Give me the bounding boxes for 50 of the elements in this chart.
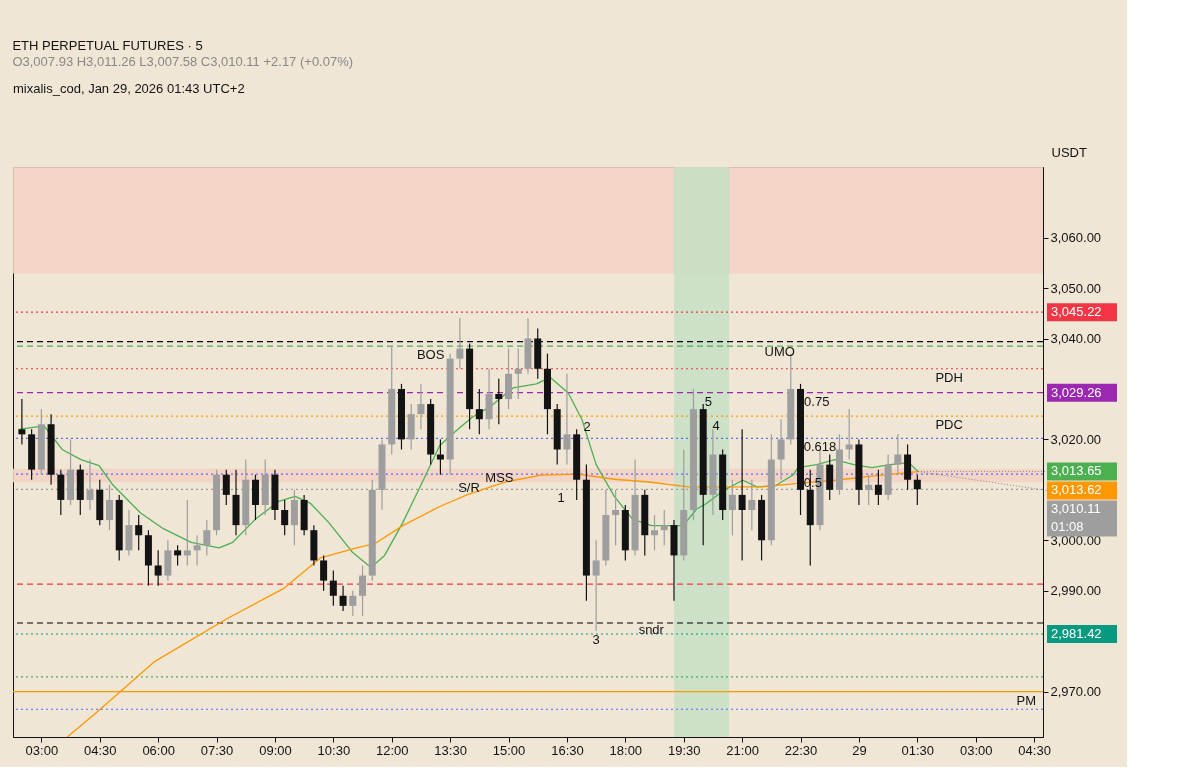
x-tick-label: 19:30	[667, 742, 701, 758]
annotation: PM	[1016, 692, 1037, 708]
annotation: MSS	[485, 469, 514, 485]
ref-line-label: 3,045.22	[1051, 304, 1102, 320]
y-tick-label: 3,040.00	[1050, 331, 1102, 346]
x-tick-label: 12:00	[375, 742, 409, 758]
ref-line-label: 2,981.42	[1051, 626, 1102, 641]
annotation: 0.618	[803, 439, 837, 455]
annotation: 5	[704, 393, 712, 409]
annotation: sndr	[638, 621, 665, 637]
annotation: 3,013.65	[1051, 463, 1102, 479]
y-tick-label: 2,970.00	[1050, 684, 1102, 700]
x-tick-label: 29	[852, 742, 867, 758]
x-tick-label: 06:00	[142, 742, 175, 758]
y-tick-label: 3,020.00	[1050, 431, 1102, 447]
x-tick-label: 04:30	[1018, 742, 1051, 758]
annotation: 3,013.62	[1051, 482, 1102, 498]
annotation: BOS	[416, 347, 445, 363]
x-tick-label: 03:00	[959, 742, 993, 758]
x-tick-label: 22:30	[784, 742, 818, 758]
annotation: 3	[592, 632, 600, 648]
text: mixalis_cod, Jan 29, 2026 01:43 UTC+2	[13, 81, 245, 96]
annotation: PDC	[935, 417, 963, 433]
x-tick-label: 21:00	[726, 742, 759, 758]
x-tick-label: 07:30	[200, 742, 234, 758]
x-tick-label: 18:00	[609, 742, 643, 758]
y-axis-title: USDT	[1051, 144, 1087, 160]
x-tick-label: 13:30	[434, 742, 467, 758]
x-tick-label: 10:30	[317, 742, 351, 758]
y-tick-label: 3,050.00	[1050, 280, 1102, 296]
y-tick-label: 3,000.00	[1050, 532, 1102, 548]
x-tick-label: 03:00	[25, 742, 59, 758]
annotation: UMO	[764, 343, 795, 359]
x-tick-label: 04:30	[83, 742, 117, 758]
x-tick-label: 01:30	[901, 742, 935, 758]
chart-title: ETH PERPETUAL FUTURES · 5	[12, 38, 203, 53]
y-tick-label: 2,990.00	[1050, 583, 1102, 599]
annotation: 1	[557, 490, 565, 506]
annotation: 2	[583, 419, 591, 435]
ref-line-label: 3,010.11 01:08	[1051, 501, 1101, 535]
x-tick-label: 16:30	[551, 742, 584, 758]
annotation: 4	[712, 417, 720, 433]
x-tick-label: 09:00	[259, 742, 292, 758]
x-tick-label: 15:00	[492, 742, 526, 758]
ref-line-label: 3,029.26	[1051, 384, 1102, 400]
annotation: PDH	[935, 369, 963, 385]
annotation: S/R	[458, 480, 480, 496]
chart-subtitle: O3,007.93 H3,011.26 L3,007.58 C3,010.11 +2.17 (+0.07%)	[12, 54, 354, 69]
y-tick-label: 3,060.00	[1050, 230, 1102, 246]
annotation: 0.75	[804, 393, 830, 409]
